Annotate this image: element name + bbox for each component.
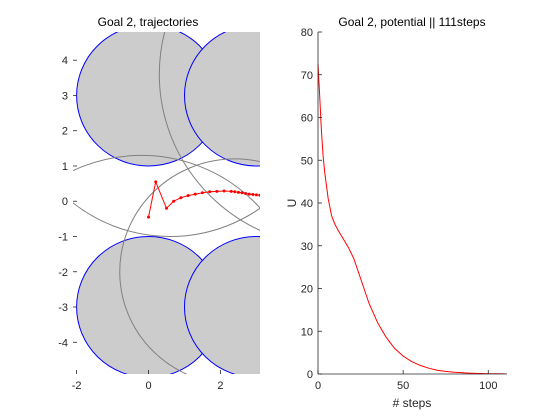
trajectory-point	[258, 193, 260, 197]
y-tick-label: -2	[58, 267, 68, 279]
y-tick-label: 60	[301, 113, 313, 125]
trajectory-point	[244, 191, 248, 195]
trajectories-title: Goal 2, trajectories	[98, 15, 199, 29]
trajectories-axes: -2 0 2 4 3 2 1 0 -1 -2 -3 -4	[58, 55, 223, 392]
trajectory-point	[208, 190, 212, 194]
y-tick-label: 4	[62, 55, 68, 67]
y-tick-label: 3	[62, 90, 68, 102]
trajectory-point	[236, 190, 240, 194]
potential-plot: 0 50 100 0 10 20 30 40 50 60 70 80 Goal 2, potentia…	[285, 15, 507, 410]
y-tick-label: -4	[58, 337, 68, 349]
reference-curve	[158, 32, 260, 231]
reference-curve	[119, 158, 260, 374]
y-tick-label: 30	[301, 241, 313, 253]
x-tick-label: -2	[72, 380, 82, 392]
x-tick-label: 0	[145, 380, 151, 392]
x-tick-label: 100	[479, 380, 497, 392]
trajectory-point	[229, 189, 233, 193]
trajectory-point	[172, 199, 176, 203]
potential-xlabel: # steps	[393, 396, 432, 410]
trajectory-layer	[147, 180, 260, 219]
y-tick-label: 1	[62, 161, 68, 173]
trajectory-point	[251, 193, 255, 197]
trajectory-point	[165, 206, 168, 210]
reference-curve	[73, 154, 260, 209]
y-tick-label: 80	[301, 27, 313, 39]
obstacle-circle	[184, 32, 260, 167]
x-tick-label: 0	[315, 380, 321, 392]
trajectory-point	[179, 196, 183, 200]
y-tick-label: 2	[62, 126, 68, 138]
potential-line-layer	[318, 64, 506, 374]
reference-curves-layer	[73, 32, 260, 374]
x-tick-label: 2	[217, 380, 223, 392]
y-tick-label: 50	[301, 155, 313, 167]
y-tick-label: 20	[301, 284, 313, 296]
trajectory-point	[240, 191, 244, 195]
y-tick-label: 10	[301, 326, 313, 338]
trajectory-point	[215, 189, 219, 193]
trajectory-point	[193, 192, 197, 196]
potential-title: Goal 2, potential || 111steps	[338, 15, 485, 29]
trajectory-point	[154, 180, 158, 184]
trajectory-point	[233, 190, 237, 194]
obstacle-layer	[76, 32, 260, 374]
trajectories-plot: -2 0 2 4 3 2 1 0 -1 -2 -3 -4 Goal 2, trajectories	[58, 15, 260, 392]
y-tick-label: 70	[301, 70, 313, 82]
x-tick-label: 50	[397, 380, 409, 392]
trajectory-point	[147, 215, 151, 219]
potential-axes: 0 50 100 0 10 20 30 40 50 60 70 80	[301, 27, 507, 392]
reference-curve	[73, 202, 260, 237]
potential-ylabel: U	[285, 199, 299, 208]
y-tick-label: 0	[62, 196, 68, 208]
potential-line	[318, 64, 506, 374]
y-tick-label: -1	[58, 231, 68, 243]
trajectory-point	[247, 192, 251, 196]
obstacle-circle	[184, 236, 260, 374]
trajectory-point	[200, 191, 204, 195]
y-tick-label: 0	[307, 369, 313, 381]
y-tick-label: -3	[58, 302, 68, 314]
trajectory-point	[222, 189, 226, 193]
trajectory-point	[186, 194, 190, 198]
trajectory-point	[254, 193, 258, 197]
y-tick-label: 40	[301, 198, 313, 210]
